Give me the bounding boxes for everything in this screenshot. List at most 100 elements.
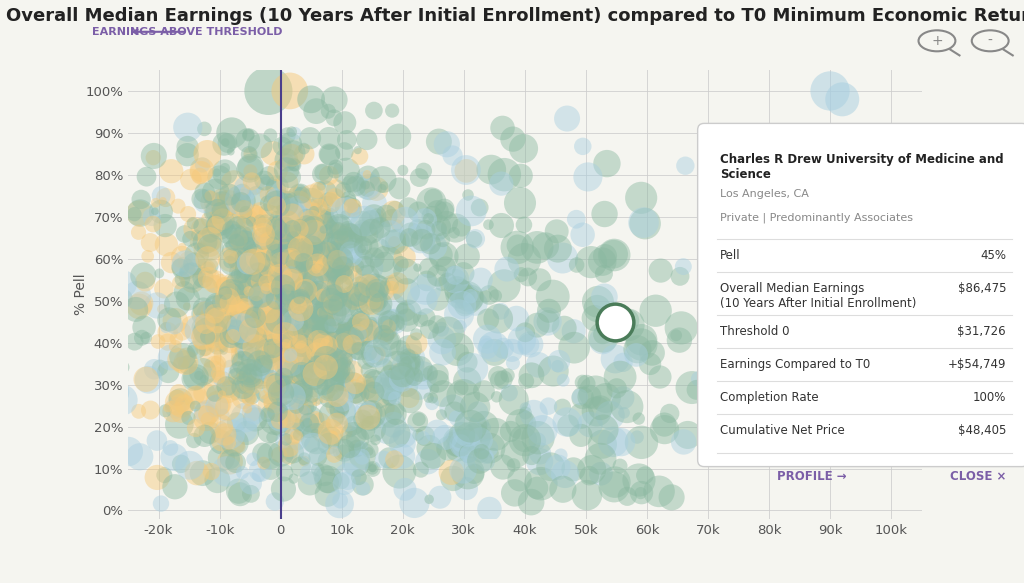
- Point: [305, 343, 322, 352]
- Point: [383, 304, 399, 313]
- Point: [246, 309, 262, 318]
- Point: [290, 391, 306, 401]
- Point: [217, 283, 233, 293]
- Point: [382, 376, 398, 385]
- Point: [566, 343, 583, 352]
- Point: [354, 224, 371, 233]
- Point: [298, 326, 314, 335]
- Point: [308, 252, 325, 262]
- Point: [580, 172, 596, 181]
- Point: [571, 392, 588, 402]
- Point: [651, 373, 668, 382]
- Point: [357, 426, 374, 435]
- Point: [220, 326, 237, 335]
- Point: [169, 300, 185, 309]
- Point: [279, 301, 295, 310]
- Point: [287, 341, 303, 350]
- Point: [341, 232, 357, 241]
- Point: [288, 319, 304, 329]
- Point: [386, 237, 402, 247]
- Point: [364, 410, 380, 419]
- Point: [225, 290, 242, 300]
- Point: [333, 400, 349, 409]
- Point: [282, 293, 298, 303]
- Point: [408, 329, 424, 339]
- Point: [394, 452, 411, 461]
- Point: [239, 378, 255, 387]
- Point: [374, 184, 390, 193]
- Point: [340, 194, 356, 203]
- Point: [387, 394, 403, 403]
- Point: [322, 340, 338, 350]
- Point: [304, 277, 321, 286]
- Point: [262, 262, 279, 271]
- Point: [467, 402, 483, 412]
- Point: [257, 350, 273, 360]
- Point: [207, 385, 223, 394]
- Point: [283, 350, 299, 360]
- Point: [371, 350, 387, 359]
- Point: [255, 364, 271, 374]
- Point: [221, 329, 238, 338]
- Point: [342, 325, 358, 335]
- Point: [333, 266, 349, 275]
- Point: [274, 436, 291, 445]
- Point: [338, 354, 354, 364]
- Point: [308, 397, 325, 406]
- Point: [336, 328, 352, 337]
- Point: [297, 298, 313, 307]
- Point: [354, 452, 371, 462]
- Point: [593, 469, 609, 479]
- Point: [384, 106, 400, 115]
- Point: [337, 207, 353, 216]
- Point: [209, 168, 225, 177]
- Text: $48,405: $48,405: [957, 424, 1007, 437]
- Point: [171, 355, 187, 364]
- Point: [314, 168, 331, 177]
- Point: [86, 321, 102, 331]
- Point: [379, 258, 395, 267]
- Point: [295, 408, 311, 417]
- Point: [369, 184, 385, 194]
- Point: [98, 408, 115, 417]
- Point: [345, 178, 361, 187]
- Point: [587, 314, 603, 323]
- Point: [317, 250, 334, 259]
- Point: [275, 373, 292, 382]
- Point: [348, 446, 365, 455]
- Point: [349, 303, 366, 312]
- Point: [289, 241, 305, 250]
- Point: [80, 260, 96, 269]
- Point: [251, 329, 267, 339]
- Point: [291, 237, 307, 246]
- Point: [295, 225, 311, 234]
- Point: [222, 455, 239, 464]
- Point: [387, 205, 403, 214]
- Point: [304, 264, 321, 273]
- Point: [553, 451, 569, 460]
- Point: [194, 323, 210, 332]
- Point: [450, 437, 466, 447]
- Point: [128, 305, 144, 314]
- Point: [298, 392, 314, 402]
- Point: [523, 371, 540, 380]
- Point: [612, 373, 629, 382]
- Point: [232, 198, 249, 207]
- Point: [299, 292, 315, 301]
- Point: [377, 318, 393, 328]
- Point: [331, 312, 347, 322]
- Point: [607, 354, 624, 364]
- Point: [335, 396, 351, 406]
- Point: [314, 315, 331, 325]
- Point: [261, 366, 278, 375]
- Point: [196, 374, 212, 384]
- Point: [361, 182, 378, 192]
- Point: [467, 299, 483, 308]
- Point: [454, 300, 470, 310]
- Point: [247, 181, 263, 190]
- Point: [197, 431, 213, 441]
- Point: [259, 183, 275, 192]
- Point: [613, 437, 630, 447]
- Point: [257, 241, 273, 251]
- Point: [328, 359, 344, 368]
